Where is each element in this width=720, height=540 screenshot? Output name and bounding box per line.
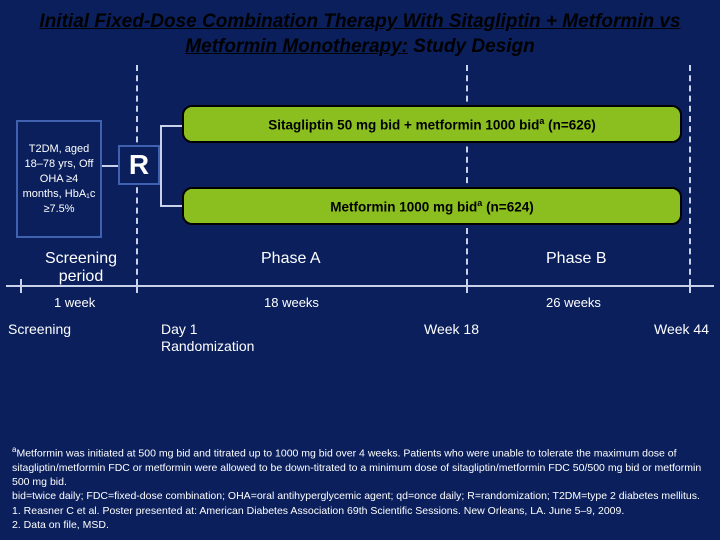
- connector: [102, 165, 118, 167]
- treatment-arm-1: Sitagliptin 50 mg bid + metformin 1000 b…: [182, 105, 682, 143]
- title-underlined: Initial Fixed-Dose Combination Therapy W…: [39, 11, 680, 57]
- study-design-diagram: T2DM, aged 18–78 yrs, Off OHA ≥4 months,…: [6, 65, 714, 355]
- treatment-arm-2: Metformin 1000 mg bida (n=624): [182, 187, 682, 225]
- footnote-line1: Metformin was initiated at 500 mg bid an…: [12, 448, 701, 488]
- tick: [136, 279, 138, 293]
- connector: [160, 125, 162, 151]
- milestone-day1: Day 1 Randomization: [106, 321, 216, 338]
- duration-1: 1 week: [54, 295, 95, 310]
- phase-screening: Screening period: [36, 250, 126, 286]
- connector: [160, 150, 162, 180]
- footnote-line4: 2. Data on file, MSD.: [12, 519, 109, 531]
- timeline-axis: [6, 285, 714, 287]
- footnote-line3: 1. Reasner C et al. Poster presented at:…: [12, 505, 624, 517]
- title-plain: Study Design: [408, 36, 535, 57]
- tick: [689, 279, 691, 293]
- phase-a: Phase A: [261, 250, 321, 268]
- duration-2: 18 weeks: [264, 295, 319, 310]
- connector: [160, 205, 182, 207]
- tick: [466, 279, 468, 293]
- tick: [20, 279, 22, 293]
- phase-divider-2: [466, 65, 468, 285]
- phase-divider-3: [689, 65, 691, 285]
- arm1-text-post: (n=626): [544, 118, 595, 133]
- connector: [160, 125, 182, 127]
- footnote-block: aMetformin was initiated at 500 mg bid a…: [12, 445, 708, 532]
- randomization-box: R: [118, 145, 160, 185]
- arm1-text-pre: Sitagliptin 50 mg bid + metformin 1000 b…: [268, 118, 539, 133]
- milestone-week18: Week 18: [424, 321, 479, 337]
- milestone-screening: Screening: [8, 321, 71, 337]
- patient-criteria-box: T2DM, aged 18–78 yrs, Off OHA ≥4 months,…: [16, 120, 102, 238]
- arm2-text-pre: Metformin 1000 mg bid: [330, 200, 477, 215]
- duration-3: 26 weeks: [546, 295, 601, 310]
- footnote-line2: bid=twice daily; FDC=fixed-dose combinat…: [12, 490, 700, 502]
- phase-b: Phase B: [546, 250, 606, 268]
- connector: [160, 180, 162, 206]
- patient-criteria-text: T2DM, aged 18–78 yrs, Off OHA ≥4 months,…: [22, 142, 96, 216]
- milestone-week44: Week 44: [654, 321, 709, 337]
- arm2-text-post: (n=624): [482, 200, 533, 215]
- slide-title: Initial Fixed-Dose Combination Therapy W…: [0, 0, 720, 65]
